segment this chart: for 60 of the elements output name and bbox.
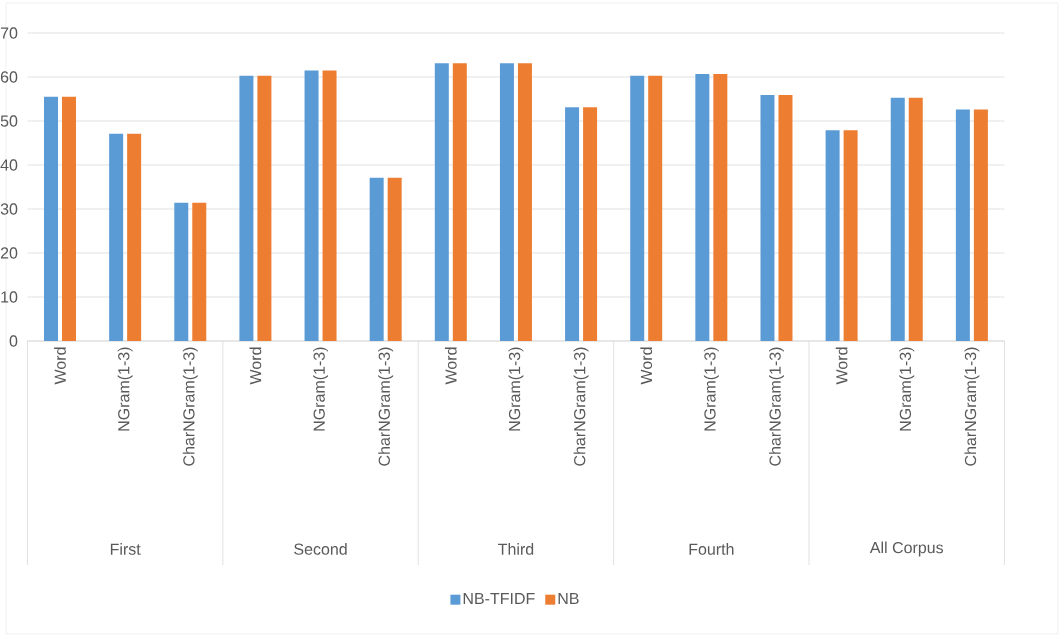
- bar: [908, 97, 923, 341]
- bar: [304, 70, 319, 341]
- bar: [565, 107, 580, 341]
- bar: [890, 97, 905, 341]
- text: First: [110, 543, 141, 555]
- bar: [322, 70, 337, 341]
- y-tick-label: 20: [0, 247, 18, 259]
- bar: [955, 109, 970, 341]
- bar: [387, 177, 402, 341]
- x-tick-label: Word: [249, 347, 262, 385]
- x-tick-label: NGram(1-3): [899, 347, 915, 431]
- x-tick-label: Word: [640, 347, 653, 385]
- x-tick-label: CharNGram(1-3): [378, 347, 394, 466]
- x-tick-label: NGram(1-3): [508, 347, 524, 431]
- x-tick-label: Word: [54, 347, 66, 385]
- x-tick-label: Word: [444, 347, 457, 385]
- x-tick-label: NGram(1-3): [117, 347, 133, 431]
- x-tick-label: CharNGram(1-3): [964, 347, 980, 466]
- bar: [109, 133, 124, 341]
- text: Third: [498, 543, 534, 555]
- y-tick-label: 0: [9, 335, 18, 347]
- bar: [695, 73, 710, 341]
- bar: [517, 63, 532, 341]
- x-tick-label: CharNGram(1-3): [769, 347, 784, 466]
- bar: [630, 75, 645, 341]
- text: Second: [294, 543, 347, 555]
- x-tick-label: Word: [835, 347, 848, 385]
- text: All Corpus: [869, 541, 944, 557]
- legend-label: NB: [558, 592, 579, 604]
- bar: [583, 107, 598, 341]
- y-tick-label: 50: [0, 115, 18, 127]
- bar: [825, 130, 840, 341]
- text: Fourth: [689, 543, 734, 555]
- bar: [843, 130, 858, 341]
- x-tick-label: NGram(1-3): [703, 347, 719, 431]
- bar: [44, 96, 59, 341]
- bar: [239, 75, 254, 341]
- bar: [499, 63, 514, 341]
- y-tick-label: 70: [0, 27, 18, 39]
- x-tick-label: CharNGram(1-3): [573, 347, 589, 466]
- bar: [174, 202, 189, 341]
- bar: [257, 75, 272, 341]
- bar: [369, 177, 384, 341]
- legend-label: NB-TFIDF: [463, 592, 535, 604]
- bar: [127, 133, 142, 341]
- bar: [192, 202, 207, 341]
- x-tick-label: CharNGram(1-3): [182, 347, 198, 466]
- bar: [973, 109, 988, 341]
- bar: [760, 95, 775, 341]
- bar: [452, 63, 467, 341]
- bar: [713, 73, 728, 341]
- y-tick-label: 60: [0, 71, 18, 83]
- y-tick-label: 10: [1, 291, 18, 303]
- y-tick-label: 40: [0, 159, 18, 171]
- bar: [648, 75, 663, 341]
- bar: [62, 96, 77, 341]
- y-tick-label: 30: [0, 203, 18, 215]
- bar: [778, 95, 793, 341]
- bar: [434, 63, 449, 341]
- x-tick-label: NGram(1-3): [313, 347, 328, 431]
